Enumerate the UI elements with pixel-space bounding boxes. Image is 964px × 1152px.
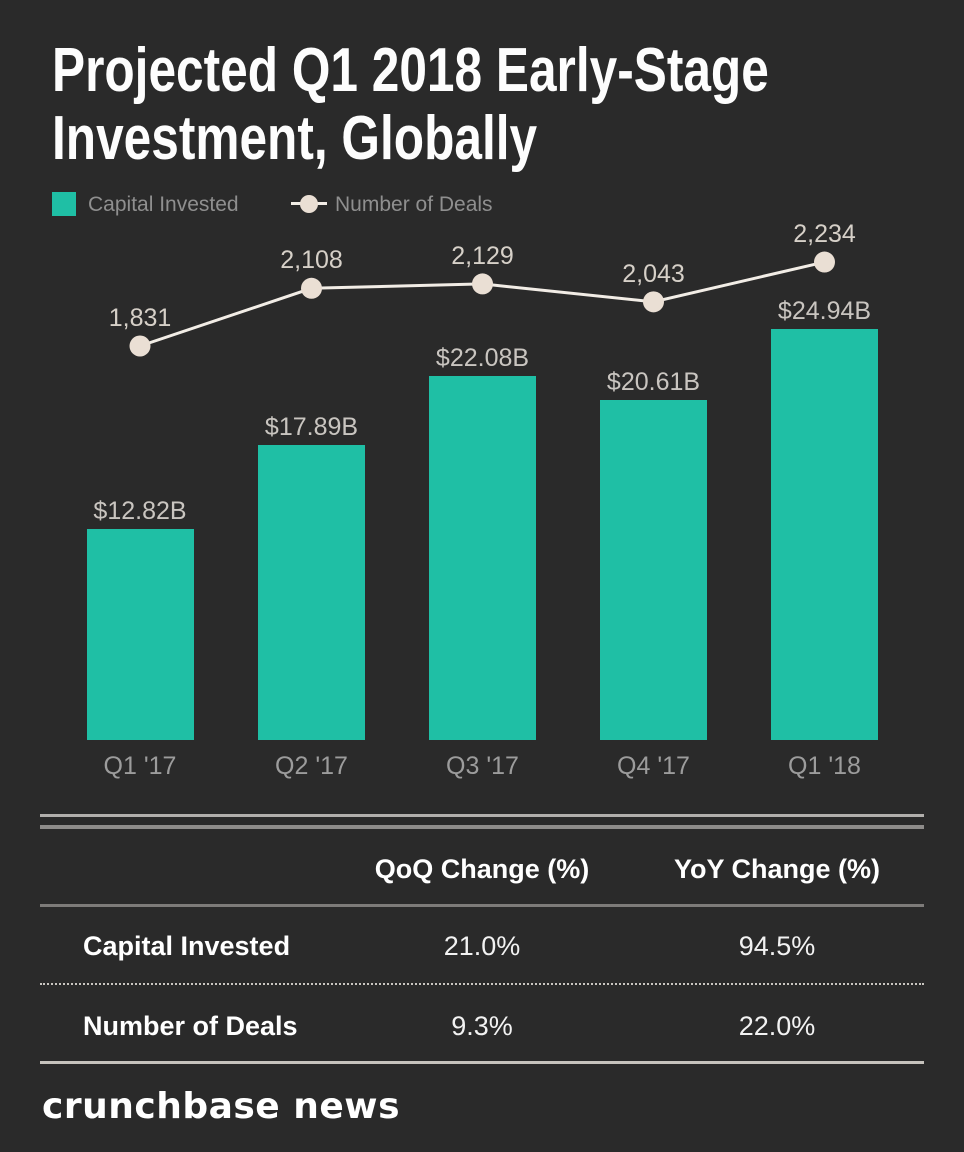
legend-label-number-of-deals: Number of Deals — [335, 193, 493, 216]
table-header-yoy: YoY Change (%) — [673, 854, 881, 884]
bar-value-label-q4-17: $20.61B — [606, 368, 701, 397]
deal-value-label-q3-17: 2,129 — [451, 241, 514, 270]
deal-value-label-q1-17: 1,831 — [108, 304, 172, 332]
table-row-dotted-divider — [40, 983, 924, 985]
table-cell-capital-yoy: 94.5% — [738, 931, 816, 961]
bar-q1-18 — [771, 328, 878, 740]
deal-dot-q2-17 — [301, 277, 322, 299]
bar-value-label-q1-17: $12.82B — [93, 496, 187, 525]
table-header-underline — [40, 904, 924, 907]
bar-value-label-q2-17: $17.89B — [264, 413, 359, 442]
table-cell-deals-qoq: 9.3% — [451, 1011, 513, 1041]
bar-value-label-q1-18: $24.94B — [777, 296, 872, 325]
legend-label-capital-invested: Capital Invested — [88, 193, 239, 216]
table-row-label-number-of-deals: Number of Deals — [83, 1011, 298, 1041]
deals-dot-marker-icon — [300, 195, 318, 213]
x-axis-label-q2-17: Q2 '17 — [275, 752, 348, 780]
table-header-qoq: QoQ Change (%) — [374, 854, 590, 884]
table-bottom-line — [40, 1061, 924, 1064]
bar-q3-17 — [429, 376, 536, 740]
bar-value-label-q3-17: $22.08B — [435, 344, 530, 373]
deal-value-label-q4-17: 2,043 — [622, 259, 685, 288]
bar-q4-17 — [600, 400, 707, 740]
deal-value-label-q1-18: 2,234 — [793, 220, 856, 249]
bar-q2-17 — [258, 445, 365, 740]
deal-dot-q3-17 — [472, 273, 493, 295]
x-axis-label-q1-18: Q1 '18 — [788, 752, 861, 780]
table-cell-deals-yoy: 22.0% — [738, 1011, 816, 1041]
separator-double-line-top — [40, 814, 924, 817]
deal-value-label-q2-17: 2,108 — [280, 246, 343, 275]
x-axis-label-q4-17: Q4 '17 — [617, 752, 690, 780]
separator-double-line-bottom — [40, 825, 924, 829]
crunchbase-news-logo: crunchbase news — [42, 1086, 400, 1127]
x-axis-label-q1-17: Q1 '17 — [103, 752, 177, 780]
deal-dot-q1-17 — [129, 335, 151, 357]
table-cell-capital-qoq: 21.0% — [443, 931, 521, 961]
chart-title: Projected Q1 2018 Early-Stage Investment… — [52, 36, 769, 173]
deal-dot-q1-18 — [814, 251, 835, 273]
x-axis-label-q3-17: Q3 '17 — [446, 752, 519, 780]
bar-q1-17 — [86, 528, 194, 740]
deal-dot-q4-17 — [643, 291, 664, 313]
capital-invested-swatch-icon — [52, 192, 76, 216]
table-row-label-capital-invested: Capital Invested — [83, 931, 291, 961]
